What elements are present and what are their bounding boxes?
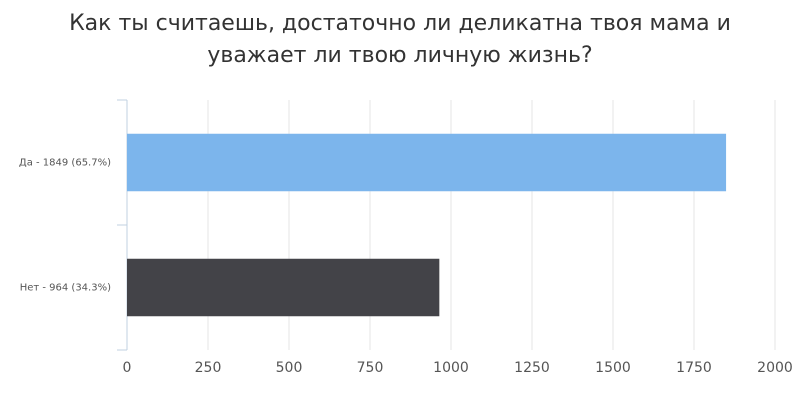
x-tick-label: 0: [123, 360, 132, 376]
y-tick-label: Нет - 964 (34.3%): [20, 283, 111, 294]
x-tick-label: 750: [357, 360, 384, 376]
y-tick-label: Да - 1849 (65.7%): [19, 158, 111, 169]
bar: [127, 133, 727, 192]
x-tick-label: 250: [195, 360, 222, 376]
x-tick-label: 1000: [433, 360, 469, 376]
x-tick-label: 500: [276, 360, 303, 376]
x-tick-label: 2000: [757, 360, 793, 376]
x-tick-label: 1750: [676, 360, 712, 376]
x-tick-label: 1250: [514, 360, 550, 376]
bar: [127, 258, 440, 317]
chart-title: Как ты считаешь, достаточно ли деликатна…: [69, 11, 731, 68]
x-tick-label: 1500: [595, 360, 631, 376]
